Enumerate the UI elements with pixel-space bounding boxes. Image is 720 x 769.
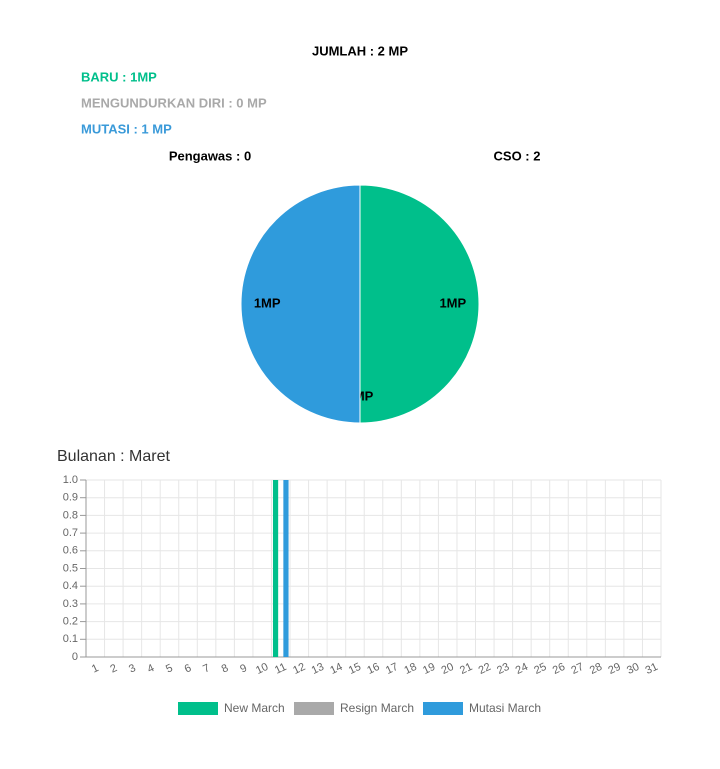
y-tick-label: 0.9 [63,492,78,504]
x-tick-label: 26 [551,661,567,677]
y-tick-label: 1.0 [63,474,78,486]
pie-label: 1MP [254,295,281,310]
x-tick-label: 15 [347,661,363,677]
x-tick-label: 9 [238,662,249,675]
x-tick-label: 29 [607,661,623,677]
pie-slice [359,184,480,424]
y-tick-label: 0 [72,651,78,663]
legend-swatch [423,702,463,715]
x-tick-label: 30 [625,661,641,677]
baru: BARU : 1MP [81,69,157,84]
x-tick-label: 23 [495,661,511,677]
y-tick-label: 0.3 [63,598,78,610]
x-tick-label: 14 [328,661,344,677]
x-tick-label: 7 [201,662,212,675]
bar-title: Bulanan : Maret [57,448,171,465]
x-tick-label: 1 [90,662,101,675]
x-tick-label: 25 [532,661,548,677]
x-tick-label: 19 [421,661,437,677]
pengawas: Pengawas : 0 [169,148,251,163]
cso: CSO : 2 [494,148,541,163]
pie-slice [240,184,361,424]
y-tick-label: 0.6 [63,545,78,557]
x-tick-label: 8 [220,662,231,675]
y-tick-label: 0.1 [63,633,78,645]
legend-swatch [178,702,218,715]
mutasi: MUTASI : 1 MP [81,121,172,136]
resign: MENGUNDURKAN DIRI : 0 MP [81,95,267,110]
x-tick-label: 12 [291,661,307,677]
x-tick-label: 2 [108,662,119,675]
x-tick-label: 3 [127,662,138,675]
x-tick-label: 18 [402,661,418,677]
bar [283,480,289,657]
x-tick-label: 31 [644,661,660,677]
x-tick-label: 20 [440,661,456,677]
legend-label: Resign March [340,701,414,715]
x-tick-label: 17 [384,661,400,677]
x-tick-label: 6 [183,662,194,675]
x-tick-label: 10 [254,661,270,677]
x-tick-label: 28 [588,661,604,677]
legend-label: Mutasi March [469,701,541,715]
legend-label: New March [224,701,285,715]
y-tick-label: 0.5 [63,562,78,574]
y-tick-label: 0.2 [63,616,78,628]
x-tick-label: 13 [310,661,326,677]
x-tick-label: 27 [569,661,585,677]
x-tick-label: 24 [514,661,530,677]
x-tick-label: 22 [477,661,493,677]
y-tick-label: 0.7 [63,527,78,539]
x-tick-label: 11 [273,661,288,677]
legend-swatch [294,702,334,715]
total: JUMLAH : 2 MP [312,43,408,58]
y-tick-label: 0.8 [63,509,78,521]
x-tick-label: 5 [164,662,175,675]
x-tick-label: 21 [458,661,474,677]
bar [272,480,279,657]
x-tick-label: 4 [146,662,157,675]
x-tick-label: 16 [365,661,381,677]
pie-label: 1MP [439,295,466,310]
y-tick-label: 0.4 [63,580,78,592]
